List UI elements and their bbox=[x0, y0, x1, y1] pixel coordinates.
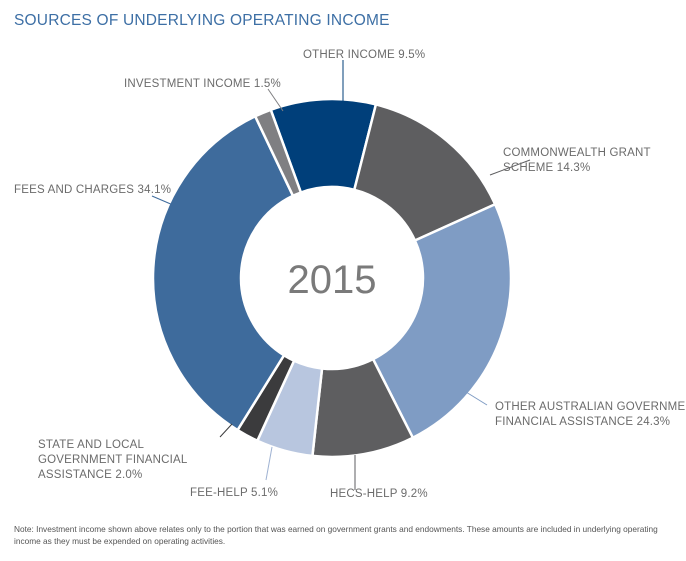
leader-line bbox=[219, 423, 233, 438]
slice-label: OTHER AUSTRALIAN GOVERNMENT FINANCIAL ASS… bbox=[495, 401, 686, 428]
donut-chart: OTHER INCOME 9.5% COMMONWEALTH GRANT SCHEM… bbox=[14, 49, 686, 500]
slice-label: OTHER INCOME 9.5% bbox=[303, 49, 425, 61]
slice-label: FEES AND CHARGES 34.1% bbox=[14, 184, 171, 196]
slice-label: INVESTMENT INCOME 1.5% bbox=[124, 78, 281, 90]
slice-label: STATE AND LOCAL GOVERNMENT FINANCIAL ASSIS… bbox=[38, 439, 188, 481]
leader-line bbox=[465, 391, 488, 406]
leader-line bbox=[489, 159, 531, 176]
footnote: Note: Investment income shown above rela… bbox=[14, 524, 658, 546]
slice-label: HECS-HELP 9.2% bbox=[330, 488, 428, 500]
donut-hole bbox=[241, 187, 423, 369]
leader-lines bbox=[151, 60, 531, 490]
slice-label: FEE-HELP 5.1% bbox=[190, 487, 278, 499]
leader-line bbox=[267, 88, 284, 112]
leader-line bbox=[151, 195, 174, 206]
leader-line bbox=[265, 446, 273, 481]
chart-title: SOURCES OF UNDERLYING OPERATING INCOME bbox=[14, 12, 390, 29]
center-year-label: 2015 bbox=[288, 258, 377, 302]
slice-labels: OTHER INCOME 9.5% COMMONWEALTH GRANT SCHEM… bbox=[14, 49, 686, 500]
slice-label: COMMONWEALTH GRANT SCHEME 14.3% bbox=[503, 147, 651, 174]
slice-fees-and-charges bbox=[151, 114, 295, 432]
